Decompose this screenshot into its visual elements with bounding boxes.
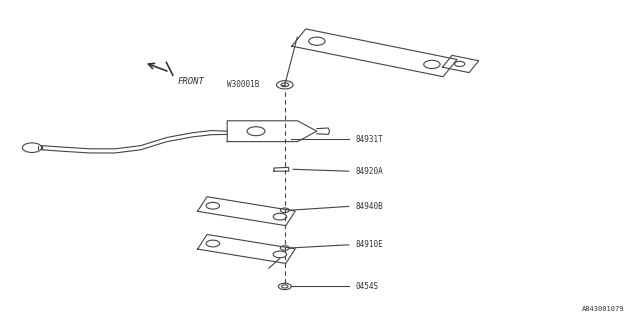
Text: 84940B: 84940B bbox=[355, 202, 383, 211]
Text: W30001B: W30001B bbox=[227, 80, 260, 89]
Text: 84910E: 84910E bbox=[355, 240, 383, 249]
Text: 84920A: 84920A bbox=[355, 167, 383, 176]
Text: FRONT: FRONT bbox=[178, 77, 205, 86]
Text: A843001079: A843001079 bbox=[582, 306, 624, 312]
Text: 0454S: 0454S bbox=[355, 282, 378, 291]
Text: 84931T: 84931T bbox=[355, 135, 383, 144]
